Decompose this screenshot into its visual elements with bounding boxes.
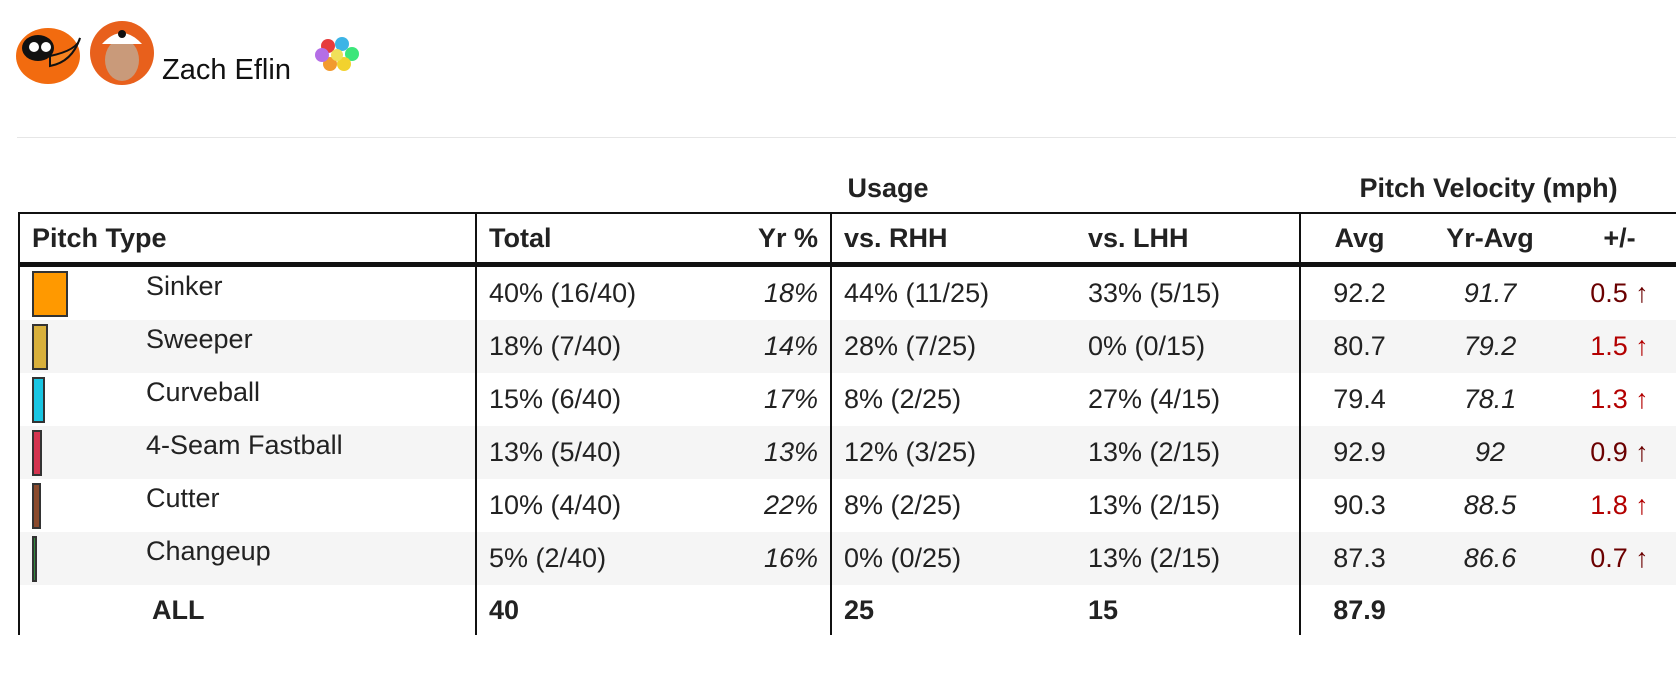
header: Zach Eflin (0, 0, 1676, 140)
table-cell: 87.3 (1300, 532, 1419, 585)
column-header: Pitch Type (18, 212, 477, 267)
table-cell: 44% (11/25) (844, 278, 990, 308)
total-cell: 87.9 (1333, 594, 1386, 625)
pitch-swatch (32, 429, 42, 476)
table-cell: 13% (2/15) (1076, 532, 1302, 585)
table-row: Sweeper 18% (7/40) 14% 28% (7/25) 0% (0/15) 8… (18, 320, 1676, 373)
table-cell: 33% (5/15) (1076, 264, 1302, 320)
table-cell: 10% (4/40) (489, 490, 622, 520)
player-name: Zach Eflin (162, 54, 291, 86)
pitch-cell: Changeup (18, 532, 477, 585)
pitch-swatch (32, 270, 68, 317)
total-label-text: ALL (152, 594, 205, 625)
pitch-name: Cutter (146, 482, 220, 513)
pitch-name: Sinker (146, 270, 223, 301)
table-cell: 27% (4/15) (1076, 373, 1302, 426)
table-cell: 17% (676, 373, 832, 426)
column-header: vs. LHH (1076, 212, 1302, 267)
table-cell: 92.9 (1300, 426, 1419, 479)
pitch-name: Curveball (146, 376, 261, 407)
table-cell: 90.3 (1333, 490, 1386, 520)
pitch-mix-icon (315, 37, 359, 71)
table-cell: 22% (676, 479, 832, 532)
pitch-swatch (32, 535, 37, 582)
table-cell: 40% (16/40) (489, 278, 637, 308)
table-cell: 1.8 ↑ (1590, 490, 1649, 520)
empty-cell (1562, 585, 1676, 635)
table-cell: 13% (5/40) (476, 426, 676, 479)
table-row: Sinker 40% (16/40) 18% 44% (11/25) 33% (5/15… (18, 264, 1676, 320)
table-cell: 1.5 ↑ (1562, 320, 1676, 373)
pitch-name: Changeup (146, 535, 271, 566)
table-row: Changeup 5% (2/40) 16% 0% (0/25) 13% (2/15) 8… (18, 532, 1676, 585)
table-cell: 79.2 (1418, 320, 1563, 373)
column-header: +/- (1562, 212, 1676, 267)
pitch-cell: Curveball (18, 373, 477, 426)
table-cell: 5% (2/40) (476, 532, 676, 585)
divider (17, 137, 1676, 138)
column-header: Total (476, 212, 676, 267)
pitch-cell: 4-Seam Fastball (18, 426, 477, 479)
table-cell: 12% (3/25) (831, 426, 1076, 479)
table-row: Cutter 10% (4/40) 22% 8% (2/25) 13% (2/15) 90… (18, 479, 1676, 532)
column-header: vs. RHH (831, 212, 1076, 267)
table-cell: 88.5 (1463, 490, 1517, 520)
table-cell: 13% (2/15) (1076, 426, 1302, 479)
group-header: Usage (847, 173, 929, 203)
icons (16, 21, 359, 85)
table-cell: 91.7 (1463, 278, 1517, 308)
table-cell: 0.5 ↑ (1590, 278, 1649, 308)
pitch-name: Sweeper (146, 323, 253, 354)
total-cell: 25 (844, 594, 875, 625)
pitch-swatch (32, 323, 48, 370)
pitch-swatch (32, 376, 45, 423)
table-cell: 0.9 ↑ (1562, 426, 1676, 479)
column-header: Avg (1300, 212, 1419, 267)
table-cell: 86.6 (1418, 532, 1563, 585)
total-label: ALL (18, 585, 477, 635)
table-cell: 16% (676, 532, 832, 585)
pitch-table: Usage Pitch Velocity (mph) Pitch Type To… (18, 165, 1676, 635)
empty-cell (1418, 585, 1562, 635)
table-cell: 0% (0/15) (1076, 320, 1302, 373)
table-cell: 1.3 ↑ (1590, 384, 1649, 414)
table-row: 4-Seam Fastball 13% (5/40) 13% 12% (3/25) 13… (18, 426, 1676, 479)
player-photo (90, 21, 154, 85)
table-cell: 8% (2/25) (844, 384, 962, 414)
pitch-cell: Sinker (18, 264, 477, 320)
table-cell: 80.7 (1300, 320, 1419, 373)
table-cell: 92 (1418, 426, 1563, 479)
pitch-swatch (32, 482, 41, 529)
group-header: Pitch Velocity (mph) (1359, 173, 1618, 203)
total-row: ALL 40 25 15 87.9 (18, 585, 1676, 635)
table-row: Curveball 15% (6/40) 17% 8% (2/25) 27% (4/15… (18, 373, 1676, 426)
pitch-name: 4-Seam Fastball (146, 429, 343, 460)
table-cell: 13% (2/15) (1076, 479, 1302, 532)
total-cell: 40 (489, 594, 520, 625)
table-cell: 92.2 (1333, 278, 1386, 308)
table-cell: 0% (0/25) (831, 532, 1076, 585)
column-header: Yr % (676, 212, 832, 267)
table-cell: 0.7 ↑ (1562, 532, 1676, 585)
team-logo (16, 28, 81, 84)
table-cell: 14% (676, 320, 832, 373)
column-header: Yr-Avg (1418, 212, 1563, 267)
table-cell: 28% (7/25) (831, 320, 1076, 373)
total-cell: 15 (1076, 585, 1302, 635)
pitch-cell: Cutter (18, 479, 477, 532)
table-cell: 15% (6/40) (489, 384, 622, 414)
table-cell: 18% (7/40) (476, 320, 676, 373)
table-cell: 13% (676, 426, 832, 479)
table-cell: 18% (676, 264, 832, 320)
table-cell: 8% (2/25) (844, 490, 962, 520)
pitch-cell: Sweeper (18, 320, 477, 373)
empty-cell (676, 585, 832, 635)
table-cell: 79.4 (1333, 384, 1386, 414)
table-cell: 78.1 (1463, 384, 1517, 414)
